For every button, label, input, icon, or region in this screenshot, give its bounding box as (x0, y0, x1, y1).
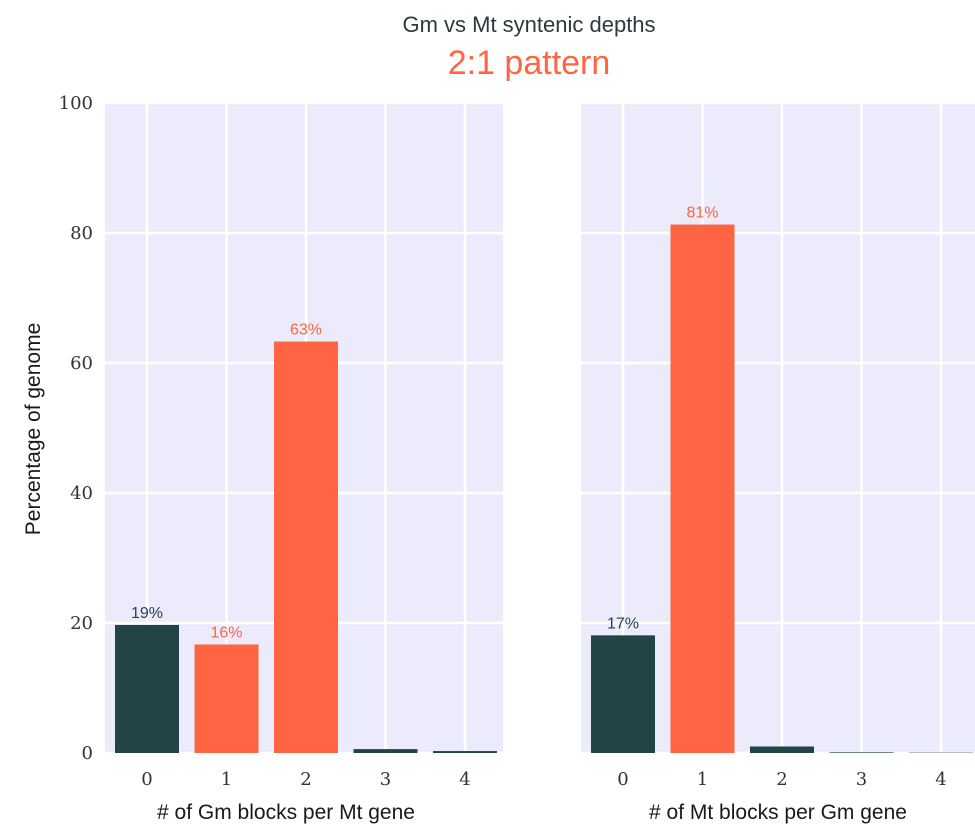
bar-3 (353, 749, 418, 753)
y-tick-label: 40 (70, 483, 93, 504)
bar-4 (433, 751, 497, 753)
x-tick-label: 4 (935, 769, 946, 790)
x-tick-label: 1 (697, 769, 708, 790)
x-tick-label: 0 (617, 769, 628, 790)
right-panel: 17% 81% 0 1 2 3 4 # of Mt blocks per Gm gene (581, 101, 975, 824)
data-label: 63% (290, 322, 322, 339)
x-tick-label: 0 (141, 769, 152, 790)
x-tick-label: 4 (459, 769, 470, 790)
x-axis-label: # of Mt blocks per Gm gene (649, 801, 907, 824)
y-tick-label: 20 (70, 613, 93, 634)
y-tick-label: 60 (70, 353, 93, 374)
chart-title: Gm vs Mt syntenic depths (402, 12, 655, 37)
y-axis-label: Percentage of genome (22, 323, 45, 535)
x-tick-label: 2 (776, 769, 787, 790)
x-tick-label: 1 (221, 769, 232, 790)
data-label: 81% (686, 205, 718, 222)
bar-2 (274, 341, 338, 753)
x-tick-label: 3 (856, 769, 867, 790)
bar-1 (670, 224, 735, 754)
y-tick-label: 80 (70, 223, 93, 244)
chart-subtitle: 2:1 pattern (448, 44, 611, 82)
bar-3 (829, 752, 894, 753)
x-tick-label: 2 (300, 769, 311, 790)
x-tick-label: 3 (380, 769, 391, 790)
data-label: 19% (131, 605, 163, 622)
bar-0 (115, 624, 179, 753)
y-tick-label: 100 (59, 93, 93, 114)
y-tick-label: 0 (82, 743, 93, 764)
bar-1 (194, 644, 259, 753)
bar-0 (591, 635, 655, 753)
data-label: 16% (210, 624, 242, 641)
x-axis-label: # of Gm blocks per Mt gene (157, 801, 415, 824)
bar-2 (750, 746, 814, 753)
data-label: 17% (607, 615, 639, 632)
